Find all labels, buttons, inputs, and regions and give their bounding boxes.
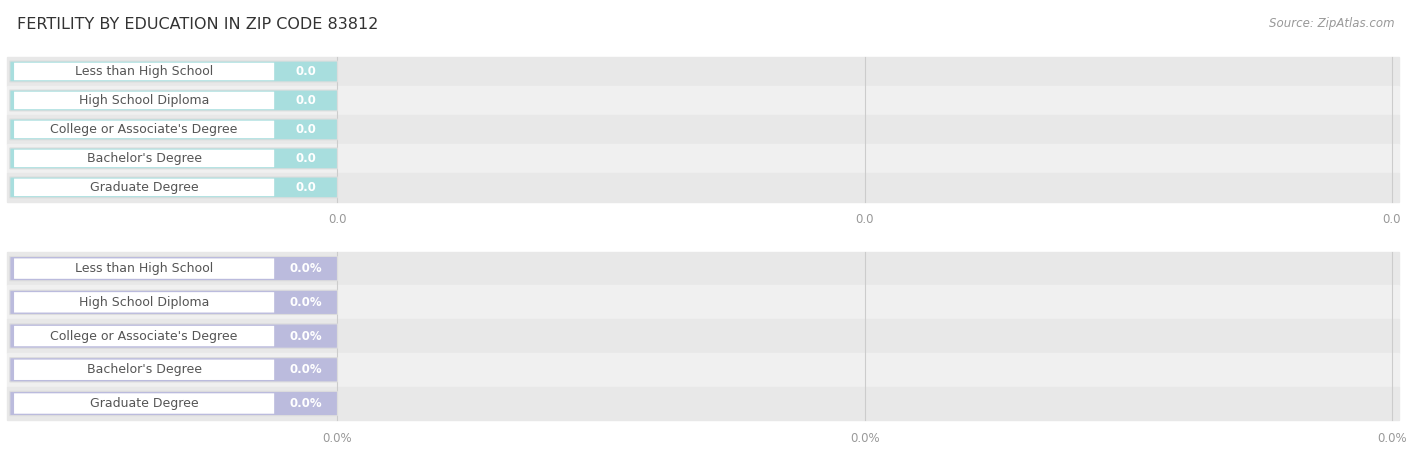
Text: 0.0%: 0.0%: [290, 330, 322, 342]
Text: 0.0%: 0.0%: [290, 296, 322, 309]
Text: 0.0%: 0.0%: [1376, 432, 1406, 445]
Text: 0.0: 0.0: [328, 213, 347, 226]
FancyBboxPatch shape: [14, 179, 274, 196]
FancyBboxPatch shape: [10, 290, 337, 314]
Text: Graduate Degree: Graduate Degree: [90, 181, 198, 194]
FancyBboxPatch shape: [14, 360, 274, 380]
Bar: [7, 387, 1399, 420]
FancyBboxPatch shape: [14, 292, 274, 313]
Text: 0.0%: 0.0%: [290, 397, 322, 410]
FancyBboxPatch shape: [10, 177, 337, 198]
FancyBboxPatch shape: [10, 90, 337, 111]
Bar: [7, 252, 1399, 285]
FancyBboxPatch shape: [10, 324, 337, 348]
Text: Graduate Degree: Graduate Degree: [90, 397, 198, 410]
Bar: [7, 353, 1399, 387]
Bar: [7, 86, 1399, 115]
Text: 0.0%: 0.0%: [290, 262, 322, 275]
FancyBboxPatch shape: [14, 258, 274, 279]
FancyBboxPatch shape: [10, 256, 337, 281]
FancyBboxPatch shape: [14, 150, 274, 167]
FancyBboxPatch shape: [14, 326, 274, 346]
FancyBboxPatch shape: [14, 393, 274, 414]
FancyBboxPatch shape: [10, 391, 337, 416]
Text: 0.0: 0.0: [855, 213, 875, 226]
Text: 0.0%: 0.0%: [322, 432, 353, 445]
FancyBboxPatch shape: [10, 61, 337, 82]
FancyBboxPatch shape: [14, 121, 274, 138]
Text: 0.0%: 0.0%: [290, 363, 322, 376]
Text: 0.0: 0.0: [295, 94, 316, 107]
Text: High School Diploma: High School Diploma: [79, 94, 209, 107]
FancyBboxPatch shape: [10, 119, 337, 140]
Text: 0.0%: 0.0%: [849, 432, 880, 445]
Text: 0.0: 0.0: [295, 181, 316, 194]
FancyBboxPatch shape: [10, 148, 337, 169]
Text: College or Associate's Degree: College or Associate's Degree: [51, 123, 238, 136]
Text: 0.0: 0.0: [295, 152, 316, 165]
Text: 0.0: 0.0: [295, 123, 316, 136]
FancyBboxPatch shape: [14, 92, 274, 109]
Bar: [7, 115, 1399, 144]
Text: Bachelor's Degree: Bachelor's Degree: [87, 363, 201, 376]
Text: College or Associate's Degree: College or Associate's Degree: [51, 330, 238, 342]
Text: 0.0: 0.0: [1382, 213, 1402, 226]
Text: 0.0: 0.0: [295, 65, 316, 78]
Text: FERTILITY BY EDUCATION IN ZIP CODE 83812: FERTILITY BY EDUCATION IN ZIP CODE 83812: [17, 17, 378, 32]
FancyBboxPatch shape: [14, 63, 274, 80]
Text: High School Diploma: High School Diploma: [79, 296, 209, 309]
Bar: [7, 173, 1399, 202]
Text: Less than High School: Less than High School: [75, 65, 214, 78]
Text: Less than High School: Less than High School: [75, 262, 214, 275]
Text: Source: ZipAtlas.com: Source: ZipAtlas.com: [1270, 17, 1395, 29]
Bar: [7, 57, 1399, 86]
Bar: [7, 285, 1399, 319]
Bar: [7, 144, 1399, 173]
FancyBboxPatch shape: [10, 358, 337, 382]
Text: Bachelor's Degree: Bachelor's Degree: [87, 152, 201, 165]
Bar: [7, 319, 1399, 353]
